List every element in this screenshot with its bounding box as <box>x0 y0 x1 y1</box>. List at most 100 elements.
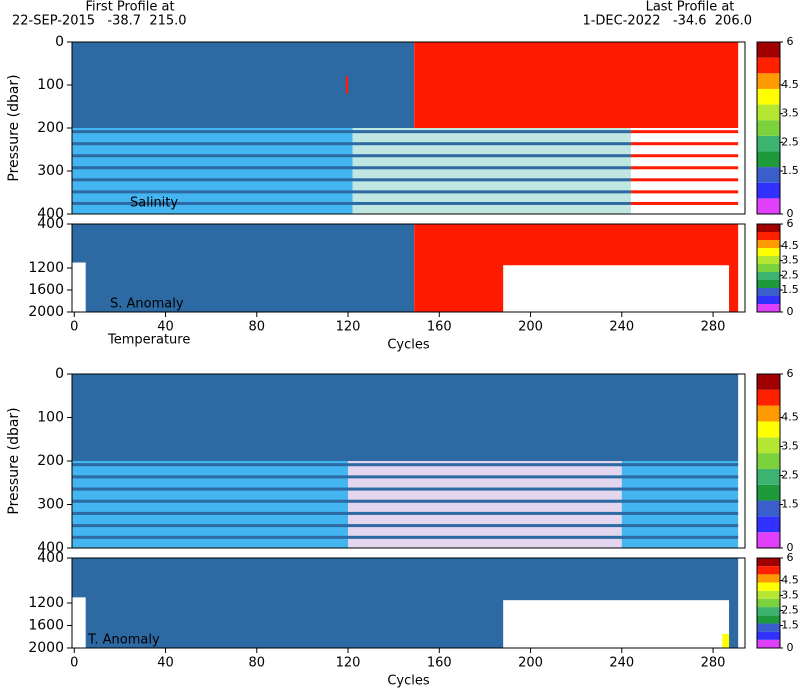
colorbar-swatch <box>757 224 780 232</box>
colorbar-tick-label: 1.5 <box>781 283 799 296</box>
data-block <box>72 463 739 467</box>
colorbar-tick-label: 2.5 <box>781 135 799 148</box>
colorbar-swatch <box>757 437 780 454</box>
x-axis-title: Cycles <box>387 338 430 353</box>
colorbar-tick-label: 2.5 <box>781 268 799 281</box>
data-block <box>72 178 631 182</box>
first-profile-value: 22-SEP-2015 -38.7 215.0 <box>12 14 187 29</box>
y-tick-label: 200 <box>37 120 64 136</box>
colorbar-swatch <box>757 607 780 616</box>
data-block <box>630 142 739 146</box>
y-tick-label: 1600 <box>28 618 64 634</box>
colorbar-tick-label: 6 <box>787 551 794 564</box>
colorbar-tick-label: 0 <box>787 641 794 654</box>
colorbar-tick-label: 4.5 <box>781 411 799 424</box>
colorbar-swatch <box>757 453 780 469</box>
panel-label: S. Anomaly <box>110 297 184 312</box>
data-block <box>503 600 730 648</box>
y-tick-label: 2000 <box>28 304 64 320</box>
y-tick-label: 1600 <box>28 282 64 298</box>
colorbar-swatch <box>757 574 780 583</box>
colorbar-tick-label: 3.5 <box>781 440 799 453</box>
x-tick-label: 280 <box>701 656 726 671</box>
colorbar-tick-label: 2.5 <box>781 469 799 482</box>
colorbar-swatch <box>757 468 780 485</box>
colorbar-tick-label: 6 <box>787 367 794 380</box>
colorbar-tick-label: 6 <box>787 217 794 230</box>
data-block <box>630 154 739 158</box>
data-block <box>348 461 622 548</box>
x-tick-label: 40 <box>157 656 174 671</box>
colorbar-swatch <box>757 623 780 632</box>
colorbar-tick-label: 0 <box>787 541 794 554</box>
panel-label: T. Anomaly <box>87 633 160 648</box>
y-tick-label: 1200 <box>28 260 64 276</box>
y-axis-title: Pressure (dbar) <box>6 407 22 514</box>
colorbar-swatch <box>757 182 780 199</box>
colorbar-tick-label: 4.5 <box>781 574 799 587</box>
colorbar-swatch <box>757 288 780 296</box>
y-axis-title: Pressure (dbar) <box>6 74 22 181</box>
x-tick-label: 40 <box>157 320 174 335</box>
x-tick-label: 160 <box>427 656 452 671</box>
colorbar-swatch <box>757 598 780 608</box>
colorbar-swatch <box>757 566 780 575</box>
colorbar-tick-label: 3.5 <box>781 254 799 267</box>
data-block <box>72 487 739 491</box>
colorbar-swatch <box>757 198 780 214</box>
colorbar-swatch <box>757 248 780 256</box>
data-block <box>72 597 86 648</box>
data-block <box>72 524 739 528</box>
colorbar-tick-label: 4.5 <box>781 78 799 91</box>
colorbar-swatch <box>757 590 780 599</box>
x-tick-label: 0 <box>70 656 78 671</box>
y-tick-label: 400 <box>37 550 64 566</box>
y-tick-label: 400 <box>37 540 64 556</box>
data-block <box>630 190 739 194</box>
colorbar-swatch <box>757 151 780 168</box>
colorbar-swatch <box>757 256 780 264</box>
colorbar-swatch <box>757 240 780 248</box>
data-block <box>72 535 739 539</box>
colorbar-swatch <box>757 421 780 438</box>
x-tick-label: 80 <box>249 656 266 671</box>
colorbar-swatch <box>757 88 780 105</box>
data-block <box>72 128 353 214</box>
x-tick-label: 240 <box>609 656 634 671</box>
y-tick-label: 0 <box>55 366 64 382</box>
x-tick-label: 160 <box>427 320 452 335</box>
y-tick-label: 400 <box>37 216 64 232</box>
colorbar-swatch <box>757 631 780 640</box>
colorbar-tick-label: 1.5 <box>781 498 799 511</box>
colorbar-swatch <box>757 582 780 591</box>
y-tick-label: 300 <box>37 163 64 179</box>
data-block <box>72 130 631 134</box>
colorbar-swatch <box>757 615 780 624</box>
colorbar-swatch <box>757 73 780 89</box>
data-block <box>72 262 86 312</box>
colorbar-swatch <box>757 264 780 272</box>
data-block <box>72 42 415 128</box>
x-tick-label: 280 <box>701 320 726 335</box>
colorbar-swatch <box>757 296 780 304</box>
colorbar-tick-label: 1.5 <box>781 164 799 177</box>
colorbar-frame <box>756 557 781 649</box>
x-tick-label: 200 <box>518 320 543 335</box>
colorbar-swatch <box>757 639 780 648</box>
colorbar-frame <box>756 373 781 549</box>
colorbar-swatch <box>757 516 780 533</box>
y-tick-label: 0 <box>55 34 64 50</box>
data-block <box>72 154 631 158</box>
colorbar-swatch <box>757 57 780 74</box>
x-tick-label: 80 <box>249 320 266 335</box>
data-block <box>630 178 739 182</box>
data-block <box>72 475 739 479</box>
colorbar-swatch <box>757 42 780 58</box>
data-block <box>72 224 415 312</box>
colorbar-tick-label: 0 <box>787 207 794 220</box>
x-tick-label: 0 <box>70 320 78 335</box>
data-block <box>72 499 739 503</box>
colorbar-tick-label: 3.5 <box>781 589 799 602</box>
colorbar-swatch <box>757 104 780 121</box>
y-tick-label: 400 <box>37 206 64 222</box>
